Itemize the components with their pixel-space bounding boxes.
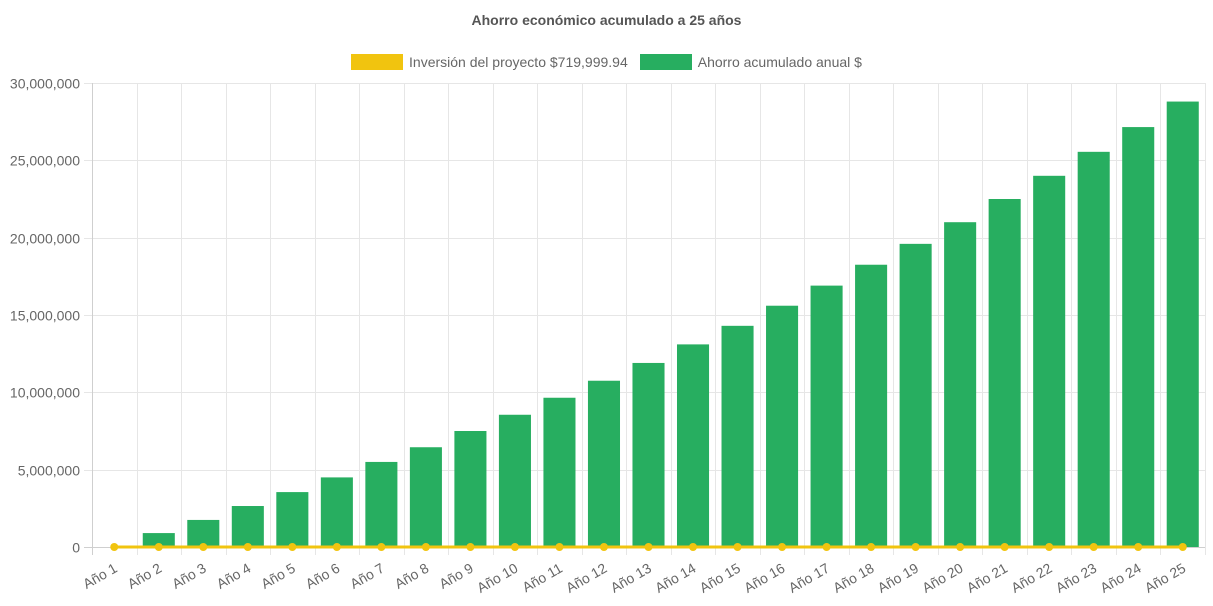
legend-item-inversion[interactable]: Inversión del proyecto $719,999.94 [351, 54, 628, 70]
point-inversion [822, 543, 831, 551]
legend-swatch-inversion [351, 54, 404, 70]
x-tick-label: Año 11 [519, 560, 565, 596]
x-tick-label: Año 17 [786, 560, 833, 596]
bar-ahorro [1122, 127, 1155, 547]
legend-label-inversion: Inversión del proyecto $719,999.94 [409, 54, 628, 70]
point-inversion [1089, 543, 1098, 551]
bar-ahorro [365, 461, 398, 547]
bar-ahorro [988, 199, 1021, 547]
point-inversion [510, 543, 519, 551]
point-inversion [555, 543, 564, 551]
legend-swatch-ahorro [639, 54, 692, 70]
point-inversion [421, 543, 430, 551]
x-tick-label: Año 16 [741, 560, 788, 596]
bar-ahorro [1033, 175, 1066, 548]
point-inversion [1134, 543, 1143, 551]
bar-ahorro [498, 414, 531, 547]
bar-ahorro [632, 362, 665, 547]
bar-ahorro [454, 431, 487, 547]
x-tick-label: Año 9 [436, 560, 476, 592]
x-tick-label: Año 21 [964, 560, 1011, 596]
x-tick-label: Año 4 [214, 560, 254, 592]
bar-ahorro [587, 380, 621, 547]
bar-ahorro [1077, 151, 1110, 547]
x-tick-label: Año 5 [258, 560, 298, 592]
point-inversion [466, 543, 475, 551]
y-tick-label: 0 [72, 540, 80, 556]
x-tick-label: Año 7 [347, 560, 387, 592]
bar-ahorro [810, 285, 843, 547]
point-inversion [689, 543, 698, 551]
point-inversion [1000, 543, 1009, 551]
y-tick-label: 15,000,000 [10, 308, 80, 324]
y-tick-label: 20,000,000 [10, 231, 80, 247]
point-inversion [867, 543, 876, 551]
bar-ahorro [721, 325, 754, 547]
bar-ahorro [1166, 101, 1199, 547]
x-tick-label: Año 14 [652, 560, 699, 596]
y-tick-label: 25,000,000 [10, 153, 80, 169]
point-inversion [956, 543, 965, 551]
chart-title: Ahorro económico acumulado a 25 años [471, 12, 742, 28]
bar-ahorro [855, 264, 888, 547]
chart-legend: Inversión del proyecto $719,999.94 Ahorr… [0, 52, 1213, 72]
point-inversion [644, 543, 653, 551]
bar-ahorro [142, 533, 175, 547]
x-tick-label: Año 23 [1053, 560, 1100, 596]
y-tick-label: 30,000,000 [10, 76, 80, 92]
point-inversion [599, 543, 608, 551]
x-tick-label: Año 25 [1142, 560, 1189, 596]
point-inversion [733, 543, 742, 551]
point-inversion [154, 543, 163, 551]
x-tick-label: Año 19 [875, 560, 922, 596]
x-tick-label: Año 15 [697, 560, 744, 596]
point-inversion [199, 543, 208, 551]
bar-ahorro [543, 397, 576, 547]
bar-ahorro [766, 305, 799, 547]
bar-ahorro [187, 519, 220, 547]
x-tick-label: Año 10 [474, 560, 521, 596]
y-tick-label: 5,000,000 [18, 463, 80, 479]
point-inversion [288, 543, 297, 551]
x-tick-label: Año 12 [563, 560, 610, 596]
point-inversion [911, 543, 920, 551]
point-inversion [243, 543, 252, 551]
x-tick-label: Año 18 [830, 560, 877, 596]
x-tick-label: Año 22 [1008, 560, 1055, 596]
point-inversion [110, 543, 119, 551]
point-inversion [1178, 543, 1187, 551]
bar-ahorro [320, 477, 353, 547]
bar-ahorro [276, 492, 309, 547]
x-tick-label: Año 24 [1097, 560, 1144, 596]
point-inversion [332, 543, 341, 551]
x-tick-label: Año 8 [392, 560, 432, 592]
point-inversion [778, 543, 787, 551]
bar-ahorro [409, 447, 442, 547]
point-inversion [377, 543, 386, 551]
bar-ahorro [944, 222, 977, 547]
x-tick-label: Año 2 [125, 560, 165, 592]
bar-ahorro [676, 344, 710, 547]
x-tick-label: Año 13 [608, 560, 655, 596]
x-tick-label: Año 20 [919, 560, 966, 596]
legend-item-ahorro[interactable]: Ahorro acumulado anual $ [639, 54, 862, 70]
legend-label-ahorro: Ahorro acumulado anual $ [697, 54, 862, 70]
x-tick-label: Año 6 [303, 560, 343, 592]
point-inversion [1045, 543, 1054, 551]
x-tick-label: Año 3 [169, 560, 209, 592]
bar-ahorro [899, 243, 932, 547]
bar-ahorro [231, 506, 264, 547]
x-tick-label: Año 1 [80, 560, 120, 592]
y-tick-label: 10,000,000 [10, 385, 80, 401]
